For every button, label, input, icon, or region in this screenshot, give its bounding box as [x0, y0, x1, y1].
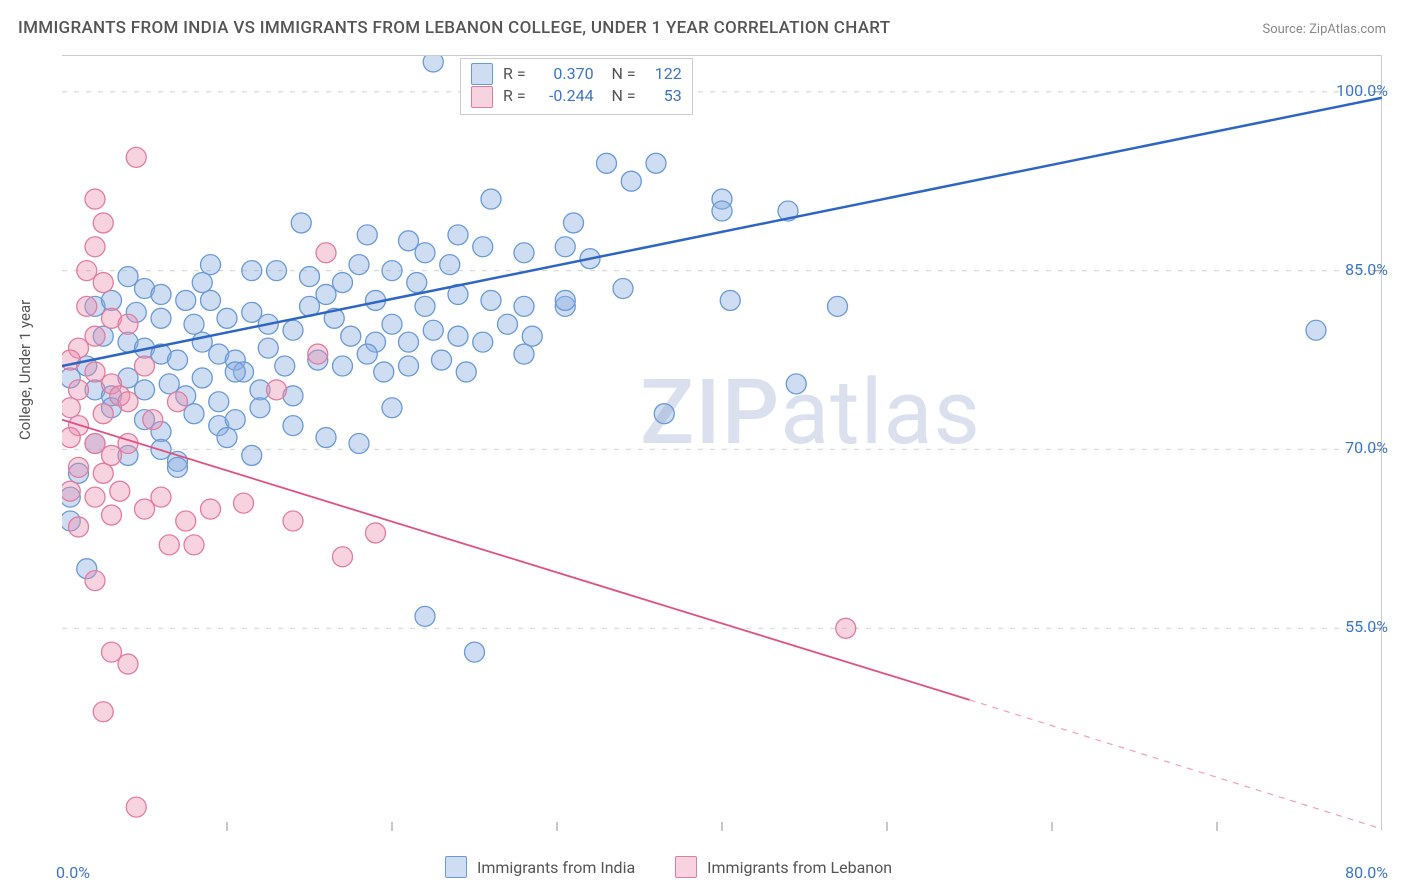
chart-title: IMMIGRANTS FROM INDIA VS IMMIGRANTS FROM…	[18, 18, 890, 38]
legend-row: R = 0.370 N = 122	[471, 63, 682, 85]
legend-swatch	[675, 856, 697, 878]
legend-r-label: R =	[503, 85, 526, 107]
y-tick-label: 55.0%	[1345, 617, 1388, 636]
y-tick-label: 70.0%	[1345, 438, 1388, 457]
legend-n-label: N =	[604, 85, 636, 107]
y-tick-label: 85.0%	[1345, 260, 1388, 279]
legend-swatch	[471, 86, 493, 108]
legend-n-value: 122	[646, 63, 682, 85]
x-tick-min: 0.0%	[56, 863, 90, 882]
y-tick-label: 100.0%	[1336, 81, 1388, 100]
plot-svg	[62, 56, 1382, 831]
series-legend-item: Immigrants from India	[445, 856, 635, 878]
legend-n-label: N =	[604, 63, 636, 85]
legend-row: R = -0.244 N = 53	[471, 85, 682, 107]
x-tick-max: 80.0%	[1345, 863, 1388, 882]
series-legend-label: Immigrants from India	[477, 858, 635, 877]
series-legend-item: Immigrants from Lebanon	[675, 856, 892, 878]
legend-swatch	[445, 856, 467, 878]
series-legend: Immigrants from India Immigrants from Leb…	[445, 856, 892, 878]
legend-r-label: R =	[503, 63, 526, 85]
legend-r-value: 0.370	[536, 63, 594, 85]
legend-r-value: -0.244	[536, 85, 594, 107]
legend-n-value: 53	[646, 85, 682, 107]
source-attribution: Source: ZipAtlas.com	[1262, 22, 1386, 37]
plot-area	[62, 55, 1382, 830]
y-axis-label: College, Under 1 year	[16, 300, 34, 440]
chart-container: IMMIGRANTS FROM INDIA VS IMMIGRANTS FROM…	[0, 0, 1406, 892]
series-legend-label: Immigrants from Lebanon	[707, 858, 892, 877]
correlation-legend: R = 0.370 N = 122 R = -0.244 N = 53	[460, 58, 693, 115]
legend-swatch	[471, 63, 493, 85]
